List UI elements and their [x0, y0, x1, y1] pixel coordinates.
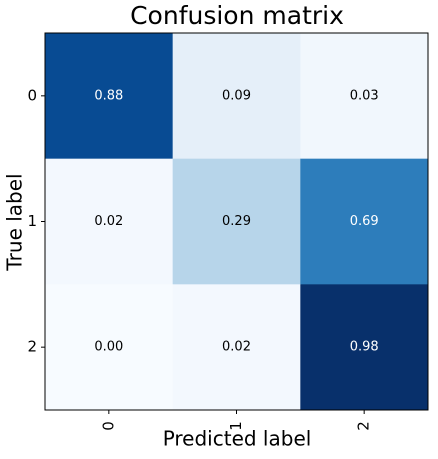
chart-title: Confusion matrix — [130, 1, 344, 30]
heatmap-cell — [45, 158, 174, 285]
cell-label: 0.02 — [94, 214, 123, 229]
heatmap-cell — [300, 33, 429, 160]
cell-label: 0.09 — [222, 88, 251, 103]
heatmap-cell — [172, 284, 301, 411]
heatmap-cell — [45, 33, 174, 160]
cell-label: 0.00 — [94, 340, 123, 355]
y-tick-label: 2 — [27, 338, 37, 356]
cell-label: 0.98 — [350, 340, 379, 355]
heatmap-cell — [172, 158, 301, 285]
cell-label: 0.29 — [222, 214, 251, 229]
heatmap-cell — [300, 284, 429, 411]
cell-label: 0.03 — [350, 88, 379, 103]
cell-label: 0.69 — [350, 214, 379, 229]
y-tick-label: 1 — [27, 212, 37, 230]
x-tick-label: 1 — [227, 421, 245, 431]
cell-label: 0.88 — [94, 88, 123, 103]
x-tick-label: 0 — [99, 421, 117, 431]
x-axis-label: Predicted label — [163, 427, 312, 451]
heatmap-cell — [300, 158, 429, 285]
cell-label: 0.02 — [222, 340, 251, 355]
x-tick-label: 2 — [355, 421, 373, 431]
heatmap-cell — [172, 33, 301, 160]
y-axis-label: True label — [3, 173, 27, 271]
heatmap-cell — [45, 284, 174, 411]
y-tick-label: 0 — [27, 86, 37, 104]
